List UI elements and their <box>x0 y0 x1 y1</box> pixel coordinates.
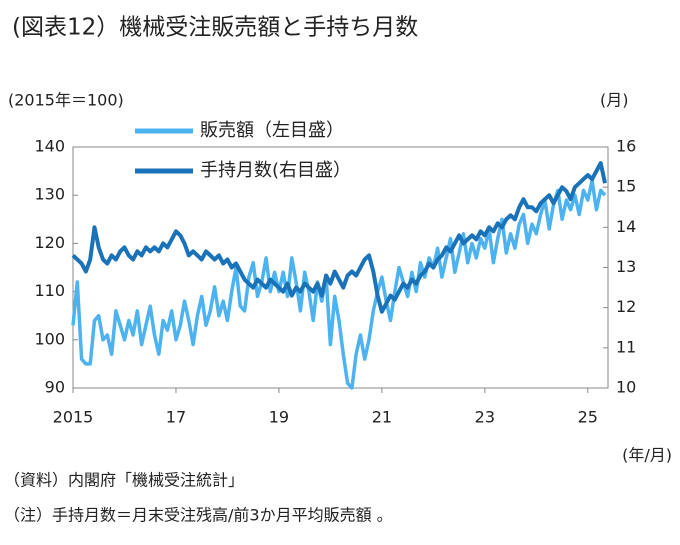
y-axis-label: (2015年＝100) <box>8 91 124 110</box>
x-tick-label: 25 <box>578 408 598 427</box>
y2-tick-label: 10 <box>616 378 636 397</box>
x-tick-label: 2015 <box>53 408 94 427</box>
y2-tick-label: 15 <box>616 177 636 196</box>
y2-tick-label: 16 <box>616 137 636 156</box>
y2-tick-label: 11 <box>616 337 636 356</box>
legend-label: 手持月数(右目盛） <box>200 160 351 181</box>
y-tick-label: 140 <box>34 137 65 156</box>
x-tick-label: 17 <box>166 408 186 427</box>
source-note: （資料）内閣府「機械受注統計」 <box>4 471 244 490</box>
chart-title: (図表12）機械受注販売額と手持ち月数 <box>12 15 418 41</box>
x-tick-label: 19 <box>269 408 289 427</box>
y-tick-label: 100 <box>34 329 65 348</box>
y-tick-label: 120 <box>34 233 65 252</box>
x-tick-label: 21 <box>372 408 392 427</box>
y2-tick-label: 12 <box>616 297 636 316</box>
y2-axis-label: (月) <box>600 91 629 110</box>
y-tick-label: 110 <box>34 281 65 300</box>
x-tick-label: 23 <box>475 408 495 427</box>
series-line <box>71 161 607 314</box>
footnote: （注）手持月数＝月末受注残高/前3か月平均販売額 。 <box>4 506 393 525</box>
y2-tick-label: 13 <box>616 257 636 276</box>
y2-tick-label: 14 <box>616 217 636 236</box>
series-line <box>71 178 607 390</box>
legend-label: 販売額（左目盛） <box>200 120 344 141</box>
plot-frame <box>72 146 609 389</box>
y-tick-label: 90 <box>45 378 65 397</box>
y-tick-label: 130 <box>34 185 65 204</box>
x-axis-label: (年/月) <box>622 446 672 465</box>
